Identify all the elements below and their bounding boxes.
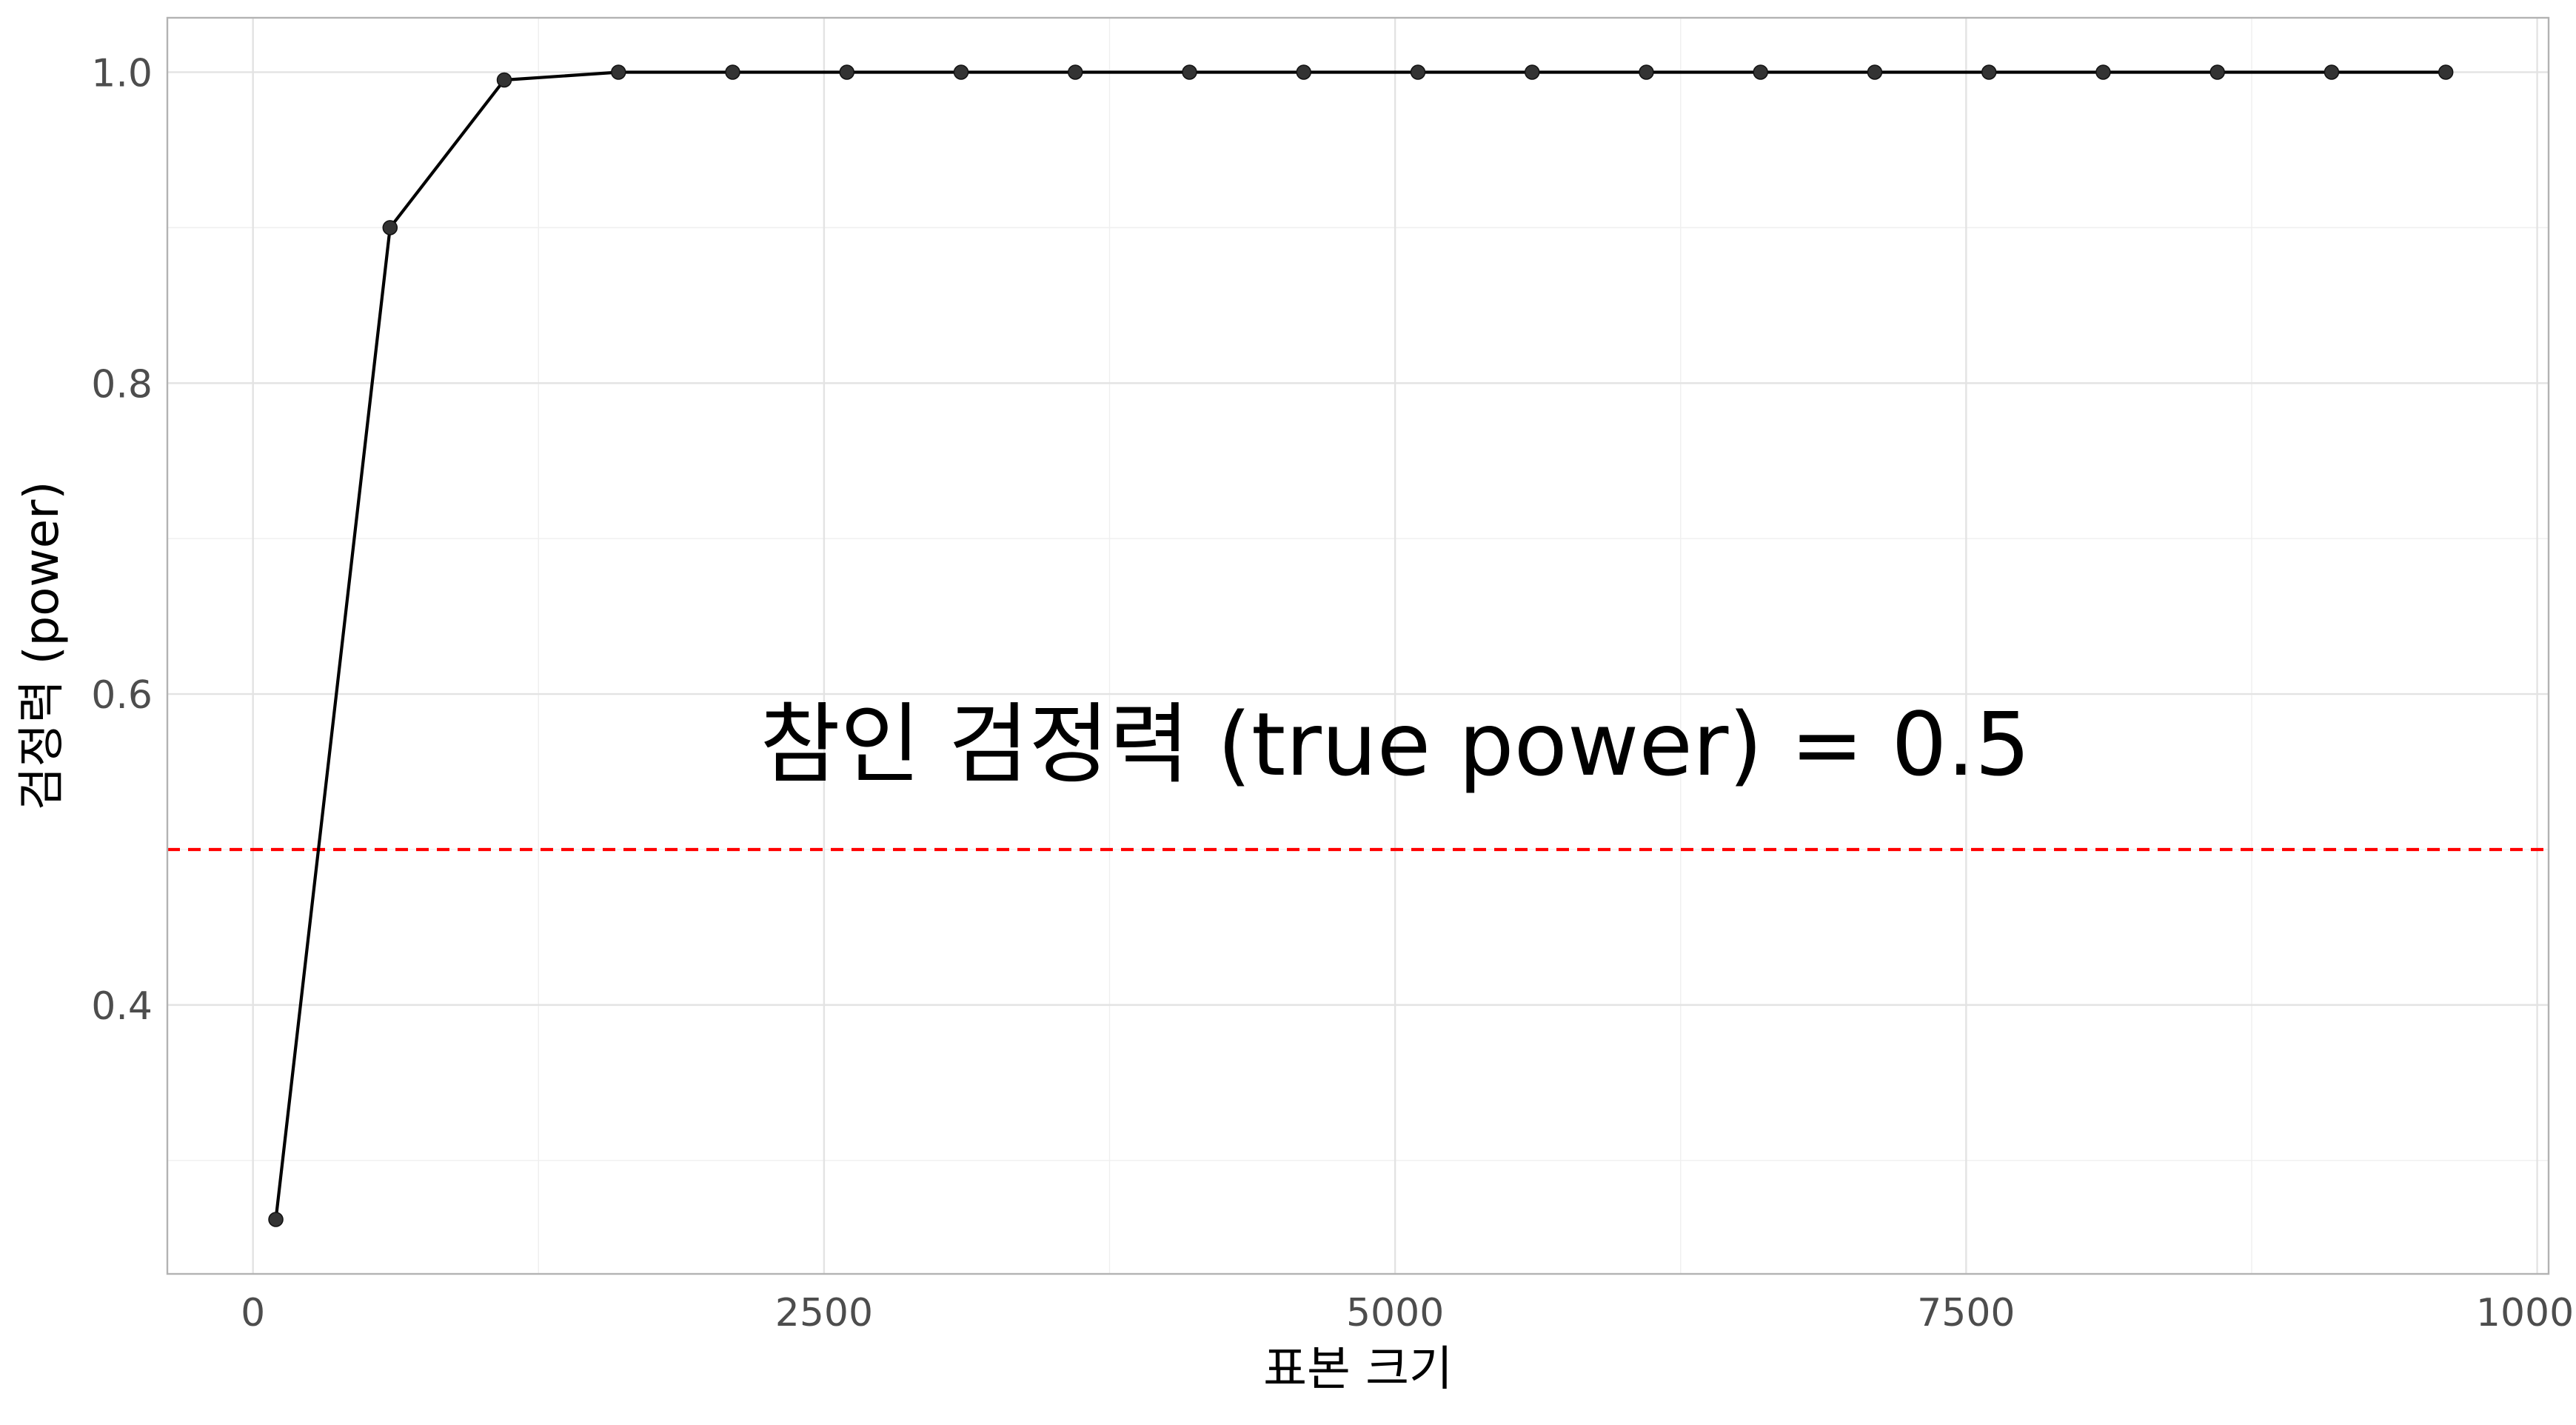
power-line bbox=[274, 70, 2446, 1220]
true-power-annotation: 참인 검정력 (true power) = 0.5 bbox=[760, 693, 2030, 795]
y-tick-label: 1.0 bbox=[91, 51, 153, 96]
series-layer bbox=[268, 64, 2454, 1227]
data-point bbox=[268, 1212, 284, 1227]
data-point bbox=[1296, 64, 1311, 80]
data-point bbox=[1981, 64, 1997, 80]
data-point bbox=[1639, 64, 1654, 80]
y-tick-label: 0.4 bbox=[91, 984, 153, 1029]
data-point bbox=[496, 72, 512, 88]
y-tick-label: 0.6 bbox=[91, 673, 153, 718]
data-point bbox=[1067, 64, 1083, 80]
x-tick-label: 5000 bbox=[1346, 1291, 1444, 1335]
x-tick-label: 2500 bbox=[775, 1291, 873, 1335]
data-point bbox=[1753, 64, 1768, 80]
data-point bbox=[1182, 64, 1197, 80]
data-point bbox=[611, 64, 626, 80]
x-axis-title: 표본 크기 bbox=[1263, 1342, 1453, 1397]
data-point bbox=[2438, 64, 2454, 80]
data-point bbox=[1524, 64, 1540, 80]
data-point bbox=[2095, 64, 2111, 80]
data-point bbox=[1410, 64, 1426, 80]
data-point bbox=[725, 64, 740, 80]
data-point bbox=[953, 64, 969, 80]
y-tick-label: 0.8 bbox=[91, 362, 153, 407]
x-tick-label: 7500 bbox=[1917, 1291, 2015, 1335]
data-point bbox=[839, 64, 855, 80]
data-point bbox=[382, 220, 398, 236]
panel-border bbox=[166, 16, 2550, 1275]
data-point bbox=[2324, 64, 2340, 80]
data-point bbox=[1867, 64, 1883, 80]
data-point bbox=[2209, 64, 2225, 80]
x-tick-label: 0 bbox=[241, 1291, 265, 1335]
y-axis-title: 검정력 (power) bbox=[15, 481, 70, 811]
annotation-layer: 참인 검정력 (true power) = 0.5 bbox=[760, 693, 2030, 795]
grid-layer bbox=[167, 18, 2549, 1274]
